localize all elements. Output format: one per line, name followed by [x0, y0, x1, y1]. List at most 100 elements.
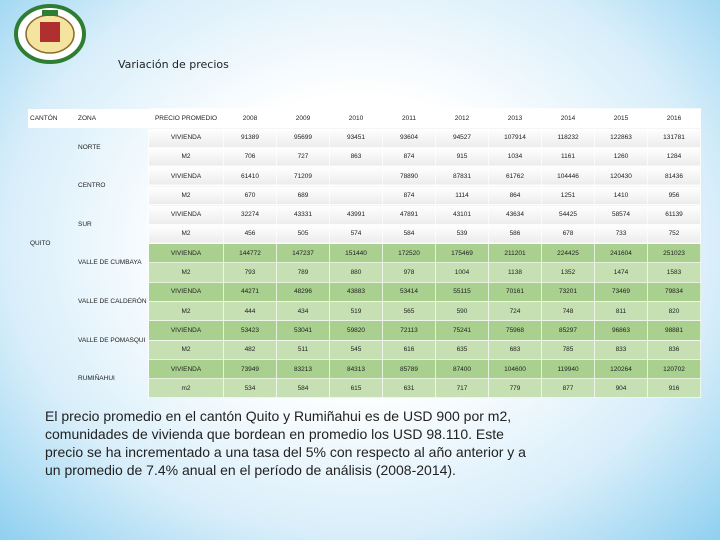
value-cell: 683	[488, 339, 542, 360]
value-cell: 733	[594, 223, 648, 245]
value-cell: 79834	[647, 281, 701, 302]
value-cell: 864	[488, 185, 542, 206]
value-cell: 724	[488, 300, 542, 322]
data-row: VALLE DE CUMBAYA VIVIENDA 144772 147237 1514…	[28, 243, 701, 266]
value-cell: 631	[382, 378, 436, 399]
value-cell: 752	[647, 223, 701, 245]
type-cell: M2	[148, 146, 224, 167]
value-cell: 820	[647, 300, 701, 322]
value-cell: 43331	[276, 204, 330, 225]
value-cell: 85789	[382, 358, 436, 380]
type-cell: M2	[148, 339, 224, 360]
value-cell: 118232	[541, 127, 595, 148]
value-cell: 874	[382, 185, 436, 206]
header-cell: ZONA	[76, 108, 149, 128]
value-cell: 670	[223, 185, 277, 206]
value-cell: 706	[223, 146, 277, 167]
canton-cell: QUITO	[30, 240, 51, 248]
value-cell: 75968	[488, 320, 542, 341]
value-cell: 904	[594, 378, 648, 399]
header-cell: 2010	[329, 107, 383, 129]
value-cell: 635	[435, 339, 489, 360]
value-cell: 87400	[435, 358, 489, 380]
zone-cell: NORTE	[78, 143, 101, 151]
value-cell: 122863	[594, 127, 648, 148]
value-cell: 833	[594, 339, 648, 360]
value-cell: 61410	[223, 165, 277, 187]
value-cell: 434	[276, 300, 330, 322]
value-cell: 978	[382, 262, 436, 283]
value-cell: 1583	[647, 262, 701, 283]
value-cell: 61139	[647, 204, 701, 225]
value-cell: 94527	[435, 127, 489, 148]
value-cell: 107914	[488, 127, 542, 148]
value-cell: 72113	[382, 320, 436, 341]
data-row: M2 793 789 880 978 1004 1138 1352 1474 1583	[28, 262, 701, 283]
value-cell: 95699	[276, 127, 330, 148]
value-cell: 863	[329, 146, 383, 167]
value-cell: 880	[329, 262, 383, 283]
value-cell: 956	[647, 185, 701, 206]
value-cell: 584	[382, 223, 436, 245]
value-cell	[329, 165, 383, 187]
value-cell: 785	[541, 339, 595, 360]
header-cell: 2011	[382, 107, 436, 129]
value-cell: 53414	[382, 281, 436, 302]
value-cell: 539	[435, 223, 489, 245]
value-cell: 85297	[541, 320, 595, 341]
value-cell: 789	[276, 262, 330, 283]
paragraph: El precio promedio en el cantón Quito y …	[45, 408, 526, 478]
zone-cell: SUR	[78, 220, 92, 228]
value-cell: 93451	[329, 127, 383, 148]
value-cell: 836	[647, 339, 701, 360]
value-cell: 91389	[223, 127, 277, 148]
value-cell: 44271	[223, 281, 277, 302]
value-cell: 565	[382, 300, 436, 322]
value-cell: 58574	[594, 204, 648, 225]
value-cell: 916	[647, 378, 701, 399]
value-cell: 61762	[488, 165, 542, 187]
type-cell: M2	[148, 262, 224, 283]
value-cell: 54425	[541, 204, 595, 225]
value-cell: 1034	[488, 146, 542, 167]
value-cell: 615	[329, 378, 383, 399]
price-table: CANTÓN ZONA PRECIO PROMEDIO 2008 2009 2010 201…	[28, 107, 701, 399]
value-cell: 93604	[382, 127, 436, 148]
value-cell: 1352	[541, 262, 595, 283]
data-row: SUR VIVIENDA 32274 43331 43991 47891 43101 4363…	[28, 204, 701, 228]
value-cell: 915	[435, 146, 489, 167]
value-cell: 83213	[276, 358, 330, 380]
value-cell: 616	[382, 339, 436, 360]
value-cell: 96863	[594, 320, 648, 341]
header-cell: 2009	[276, 107, 330, 129]
header-cell: CANTÓN	[28, 108, 76, 128]
value-cell: 1260	[594, 146, 648, 167]
value-cell: 48296	[276, 281, 330, 302]
value-cell: 574	[329, 223, 383, 245]
value-cell: 1138	[488, 262, 542, 283]
type-cell: M2	[148, 223, 224, 245]
value-cell: 590	[435, 300, 489, 322]
title: Variación de precios	[118, 58, 229, 71]
value-cell: 119940	[541, 358, 595, 380]
value-cell: 120430	[594, 165, 648, 187]
value-cell: 586	[488, 223, 542, 245]
value-cell: 104600	[488, 358, 542, 380]
value-cell: 1004	[435, 262, 489, 283]
data-row: RUMIÑAHUI VIVIENDA 73949 83213 84313 85789 874…	[28, 358, 701, 382]
value-cell: 70161	[488, 281, 542, 302]
type-cell: VIVIENDA	[148, 358, 224, 380]
type-cell: VIVIENDA	[148, 165, 224, 187]
canton-cell	[28, 359, 76, 398]
value-cell: 98881	[647, 320, 701, 341]
header-row: CANTÓN ZONA PRECIO PROMEDIO 2008 2009 2010 201…	[28, 107, 701, 129]
value-cell: 1410	[594, 185, 648, 206]
value-cell: 793	[223, 262, 277, 283]
value-cell: 1114	[435, 185, 489, 206]
value-cell: 47891	[382, 204, 436, 225]
value-cell: 81436	[647, 165, 701, 187]
value-cell: 73201	[541, 281, 595, 302]
data-row: VALLE DE CALDERÓN VIVIENDA 44271 48296 43883…	[28, 281, 701, 305]
value-cell: 147237	[276, 243, 330, 264]
logo	[14, 4, 86, 64]
